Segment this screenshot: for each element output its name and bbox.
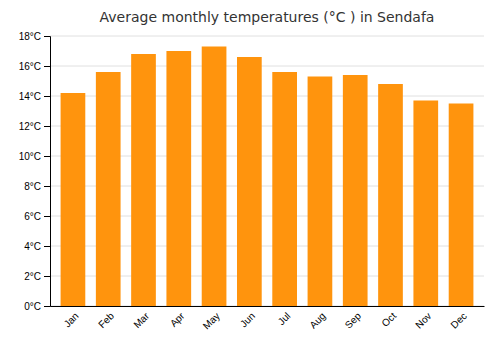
x-tick: Apr [168, 310, 187, 329]
y-tick: 2°C [24, 271, 50, 282]
x-tick: Jan [62, 310, 81, 329]
y-tick: 8°C [24, 181, 50, 192]
y-tick-mark [44, 96, 50, 97]
bar [308, 77, 333, 307]
y-tick: 0°C [24, 301, 50, 312]
bar [272, 72, 297, 306]
x-tick-label: Jan [62, 310, 81, 329]
x-tick: Oct [379, 310, 398, 329]
bar [449, 104, 474, 307]
x-tick-label: Feb [96, 310, 116, 330]
y-tick: 18°C [19, 31, 50, 42]
y-tick-label: 4°C [24, 241, 41, 252]
x-tick-label: Nov [413, 310, 433, 330]
y-tick-mark [44, 36, 50, 37]
y-tick: 12°C [19, 121, 50, 132]
y-axis-line [44, 37, 51, 307]
x-tick-label: May [201, 310, 222, 331]
x-tick: Nov [413, 310, 433, 330]
bar [131, 54, 156, 306]
x-tick: Jul [276, 310, 293, 327]
y-tick-label: 8°C [24, 181, 41, 192]
x-tick: Dec [448, 310, 468, 330]
bar [166, 51, 191, 306]
y-tick-label: 12°C [19, 121, 41, 132]
x-tick: Sep [343, 310, 364, 331]
x-tick: Mar [131, 310, 151, 330]
bar [96, 72, 121, 306]
y-tick-label: 16°C [19, 61, 41, 72]
y-tick-mark [44, 306, 50, 307]
y-tick-label: 18°C [19, 31, 41, 42]
x-tick-label: Apr [168, 310, 187, 329]
x-tick: Jun [238, 310, 257, 329]
y-tick-mark [44, 156, 50, 157]
x-tick-label: Aug [307, 310, 327, 330]
x-tick-label: Dec [448, 310, 468, 330]
y-tick: 14°C [19, 91, 50, 102]
y-axis: 0°C 2°C 4°C 6°C 8°C 10°C 12°C 14°C 16°C 18°C [19, 31, 51, 312]
bar [61, 93, 86, 306]
chart-svg: Jan Feb Mar Apr May Jun Jul Aug Sep Oct Nov Dec 0°C 2… [0, 0, 500, 350]
y-tick-label: 0°C [24, 301, 41, 312]
y-tick-mark [44, 126, 50, 127]
x-tick-label: Mar [131, 310, 151, 330]
x-axis: Jan Feb Mar Apr May Jun Jul Aug Sep Oct Nov Dec [51, 307, 485, 332]
x-tick-label: Oct [379, 310, 398, 329]
y-tick: 16°C [19, 61, 50, 72]
y-tick-label: 10°C [19, 151, 41, 162]
y-tick: 6°C [24, 211, 50, 222]
x-tick: Feb [96, 310, 116, 330]
plot-area: Jan Feb Mar Apr May Jun Jul Aug Sep Oct Nov Dec 0°C 2… [19, 31, 485, 332]
grid-line [50, 36, 484, 37]
x-tick: May [201, 310, 222, 331]
y-tick-label: 14°C [19, 91, 41, 102]
bar [378, 84, 403, 306]
bars [61, 47, 474, 307]
y-tick-mark [44, 66, 50, 67]
bar [237, 57, 262, 306]
y-tick-mark [44, 276, 50, 277]
x-tick-label: Sep [343, 310, 364, 331]
bar [202, 47, 227, 307]
y-tick-mark [44, 216, 50, 217]
x-tick-label: Jun [238, 310, 257, 329]
x-axis-line [51, 306, 485, 307]
y-tick: 10°C [19, 151, 50, 162]
chart-container: Jan Feb Mar Apr May Jun Jul Aug Sep Oct Nov Dec 0°C 2… [0, 0, 500, 350]
title: Average monthly temperatures (°C ) in Se… [100, 9, 435, 25]
y-tick-mark [44, 186, 50, 187]
y-tick: 4°C [24, 241, 50, 252]
x-tick: Aug [307, 310, 327, 330]
bar [413, 101, 438, 307]
x-tick-label: Jul [276, 310, 293, 327]
y-tick-mark [44, 246, 50, 247]
grid-line [50, 66, 484, 67]
y-tick-label: 6°C [24, 211, 41, 222]
grid [50, 36, 484, 306]
bar [343, 75, 368, 306]
y-tick-label: 2°C [24, 271, 41, 282]
